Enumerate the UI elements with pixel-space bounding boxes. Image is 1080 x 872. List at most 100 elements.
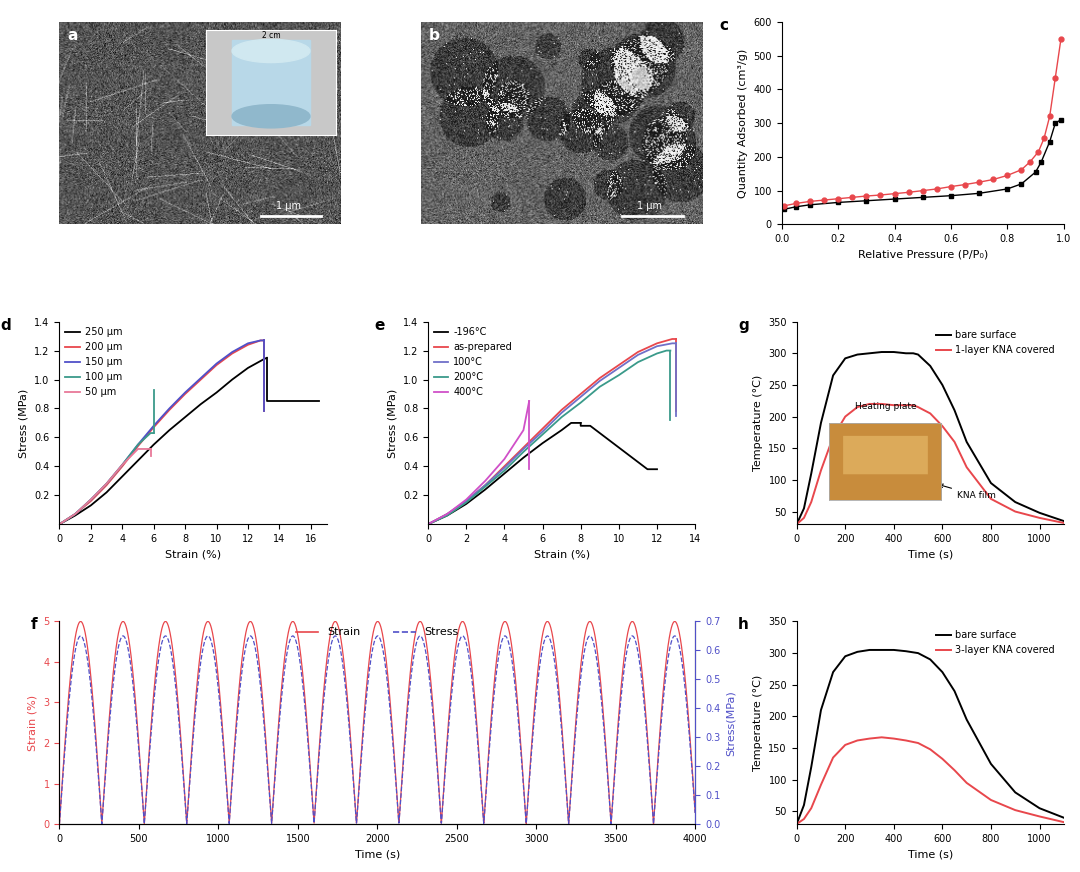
X-axis label: Time (s): Time (s) — [907, 849, 953, 859]
100°C — [650, 341, 663, 351]
Text: g: g — [738, 317, 748, 332]
bare surface — [791, 519, 804, 529]
3-layer KNA covered — [826, 753, 839, 763]
200°C — [441, 510, 454, 521]
Y-axis label: Strain (%): Strain (%) — [28, 695, 38, 751]
100 μm — [144, 428, 157, 439]
50 μm — [84, 494, 97, 505]
Line: bare surface: bare surface — [797, 352, 1064, 524]
Line: 100°C: 100°C — [428, 344, 676, 524]
250 μm — [242, 363, 255, 373]
-196°C — [421, 519, 434, 529]
3-layer KNA covered — [851, 735, 864, 746]
200°C — [517, 446, 530, 457]
200°C — [421, 519, 434, 529]
200 μm — [100, 480, 113, 490]
50 μm — [143, 444, 156, 454]
X-axis label: Strain (%): Strain (%) — [165, 549, 221, 560]
as-prepared — [498, 461, 511, 472]
250 μm — [147, 439, 160, 450]
3-layer KNA covered — [948, 765, 961, 775]
400°C — [498, 453, 511, 464]
X-axis label: Relative Pressure (P/P₀): Relative Pressure (P/P₀) — [858, 249, 988, 260]
Y-axis label: Stress (MPa): Stress (MPa) — [388, 388, 397, 458]
bare surface — [814, 705, 827, 715]
3-layer KNA covered — [900, 735, 913, 746]
1-layer KNA covered — [907, 400, 920, 411]
Text: Heating plate: Heating plate — [855, 402, 917, 411]
bare surface — [1009, 497, 1022, 508]
Line: 3-layer KNA covered: 3-layer KNA covered — [797, 738, 1064, 824]
bare surface — [805, 468, 818, 479]
250 μm — [194, 399, 207, 409]
250 μm — [210, 387, 222, 398]
100 μm — [100, 479, 113, 489]
150 μm — [194, 373, 207, 384]
bare surface — [875, 644, 888, 655]
-196°C — [536, 438, 549, 448]
Legend: bare surface, 3-layer KNA covered: bare surface, 3-layer KNA covered — [932, 626, 1058, 659]
bare surface — [826, 371, 839, 381]
1-layer KNA covered — [960, 462, 973, 473]
100°C — [517, 444, 530, 454]
400°C — [508, 439, 521, 450]
200°C — [664, 345, 677, 356]
1-layer KNA covered — [936, 421, 949, 432]
250 μm — [84, 501, 97, 511]
3-layer KNA covered — [875, 732, 888, 743]
bare surface — [791, 819, 804, 829]
50 μm — [53, 519, 66, 529]
as-prepared — [460, 496, 473, 507]
1-layer KNA covered — [791, 519, 804, 529]
Line: -196°C: -196°C — [428, 423, 581, 524]
150 μm — [53, 519, 66, 529]
200 μm — [53, 519, 66, 529]
Legend: -196°C, as-prepared, 100°C, 200°C, 400°C: -196°C, as-prepared, 100°C, 200°C, 400°C — [430, 324, 516, 401]
Line: 50 μm: 50 μm — [59, 449, 150, 524]
3-layer KNA covered — [912, 738, 924, 748]
as-prepared — [441, 509, 454, 520]
Text: 1 μm: 1 μm — [276, 201, 301, 211]
150 μm — [100, 479, 113, 489]
150 μm — [147, 420, 160, 431]
bare surface — [948, 405, 961, 415]
200 μm — [210, 360, 222, 371]
250 μm — [226, 374, 239, 385]
1-layer KNA covered — [1009, 507, 1022, 517]
150 μm — [69, 509, 82, 520]
100°C — [612, 363, 625, 373]
3-layer KNA covered — [960, 778, 973, 788]
-196°C — [441, 510, 454, 521]
200°C — [536, 429, 549, 439]
50 μm — [116, 460, 129, 470]
bare surface — [888, 347, 901, 358]
X-axis label: Time (s): Time (s) — [354, 849, 400, 859]
Legend: Strain, Stress: Strain, Stress — [292, 623, 463, 642]
200°C — [460, 497, 473, 508]
100 μm — [116, 460, 129, 470]
Legend: bare surface, 1-layer KNA covered: bare surface, 1-layer KNA covered — [932, 326, 1058, 359]
bare surface — [1034, 803, 1047, 814]
200 μm — [178, 389, 191, 399]
200 μm — [84, 496, 97, 507]
Y-axis label: Stress (MPa): Stress (MPa) — [18, 388, 29, 458]
50 μm — [69, 509, 82, 520]
Line: 100 μm: 100 μm — [59, 433, 153, 524]
3-layer KNA covered — [1057, 817, 1070, 828]
as-prepared — [478, 480, 491, 490]
Text: d: d — [1, 317, 12, 332]
200°C — [498, 466, 511, 476]
150 μm — [84, 494, 97, 505]
3-layer KNA covered — [985, 794, 998, 805]
as-prepared — [593, 373, 606, 384]
1-layer KNA covered — [985, 494, 998, 504]
100°C — [460, 496, 473, 507]
bare surface — [985, 478, 998, 488]
200 μm — [226, 348, 239, 358]
Text: e: e — [375, 317, 384, 332]
Text: h: h — [738, 617, 748, 632]
100°C — [478, 480, 491, 490]
400°C — [517, 425, 530, 435]
400°C — [523, 396, 536, 406]
bare surface — [936, 379, 949, 390]
